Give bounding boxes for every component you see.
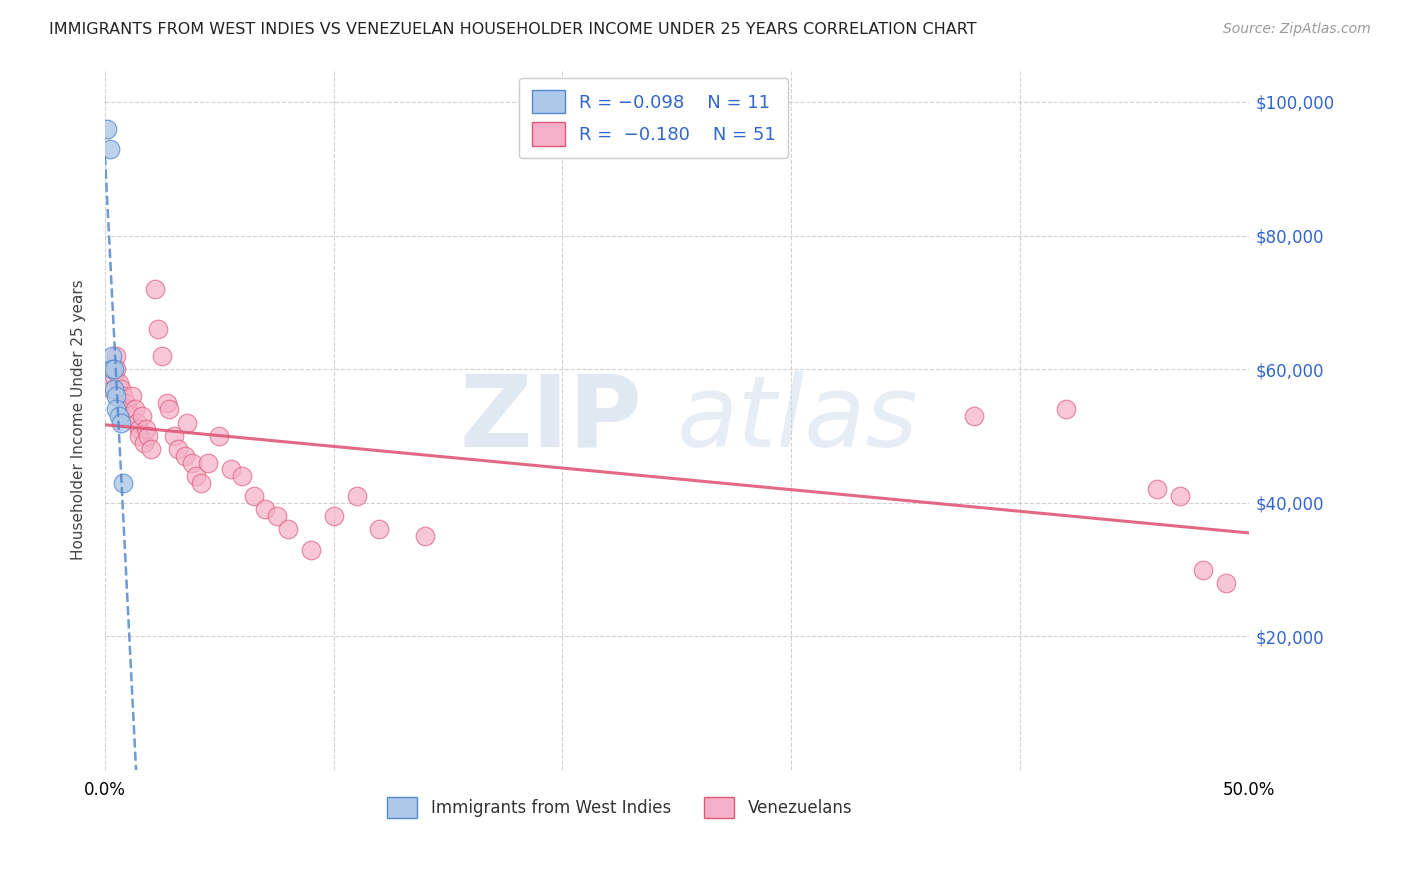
Point	[107, 409, 129, 423]
Point	[231, 469, 253, 483]
Point	[299, 542, 322, 557]
Point	[143, 282, 166, 296]
Point	[322, 509, 344, 524]
Point	[114, 395, 136, 409]
Point	[105, 402, 128, 417]
Point	[156, 395, 179, 409]
Point	[150, 349, 173, 363]
Point	[131, 409, 153, 423]
Point	[190, 475, 212, 490]
Point	[277, 523, 299, 537]
Point	[103, 382, 125, 396]
Point	[157, 402, 180, 417]
Point	[266, 509, 288, 524]
Point	[96, 121, 118, 136]
Point	[101, 362, 124, 376]
Point	[112, 475, 135, 490]
Point	[120, 409, 142, 423]
Point	[128, 429, 150, 443]
Point	[1192, 563, 1215, 577]
Point	[105, 349, 128, 363]
Point	[110, 416, 132, 430]
Point	[107, 376, 129, 390]
Point	[186, 469, 208, 483]
Point	[162, 429, 184, 443]
Point	[208, 429, 231, 443]
Point	[413, 529, 436, 543]
Point	[105, 389, 128, 403]
Point	[1146, 483, 1168, 497]
Point	[128, 422, 150, 436]
Point	[219, 462, 242, 476]
Point	[139, 442, 162, 457]
Point	[368, 523, 391, 537]
Point	[110, 382, 132, 396]
Point	[197, 456, 219, 470]
Point	[117, 402, 139, 417]
Point	[146, 322, 169, 336]
Point	[1168, 489, 1191, 503]
Point	[180, 456, 202, 470]
Point	[242, 489, 264, 503]
Point	[254, 502, 277, 516]
Point	[105, 362, 128, 376]
Point	[167, 442, 190, 457]
Point	[1215, 576, 1237, 591]
Point	[121, 389, 143, 403]
Point	[98, 142, 121, 156]
Text: Source: ZipAtlas.com: Source: ZipAtlas.com	[1223, 22, 1371, 37]
Legend: Immigrants from West Indies, Venezuelans: Immigrants from West Indies, Venezuelans	[381, 790, 859, 825]
Point	[101, 382, 124, 396]
Point	[176, 416, 198, 430]
Y-axis label: Householder Income Under 25 years: Householder Income Under 25 years	[72, 279, 86, 559]
Point	[174, 449, 197, 463]
Text: IMMIGRANTS FROM WEST INDIES VS VENEZUELAN HOUSEHOLDER INCOME UNDER 25 YEARS CORR: IMMIGRANTS FROM WEST INDIES VS VENEZUELA…	[49, 22, 977, 37]
Point	[138, 429, 160, 443]
Point	[346, 489, 368, 503]
Point	[103, 368, 125, 383]
Point	[1054, 402, 1077, 417]
Text: atlas: atlas	[676, 371, 918, 467]
Point	[112, 389, 135, 403]
Text: ZIP: ZIP	[460, 371, 643, 467]
Point	[103, 362, 125, 376]
Point	[132, 435, 155, 450]
Point	[101, 349, 124, 363]
Point	[135, 422, 157, 436]
Point	[125, 416, 148, 430]
Point	[124, 402, 146, 417]
Point	[963, 409, 986, 423]
